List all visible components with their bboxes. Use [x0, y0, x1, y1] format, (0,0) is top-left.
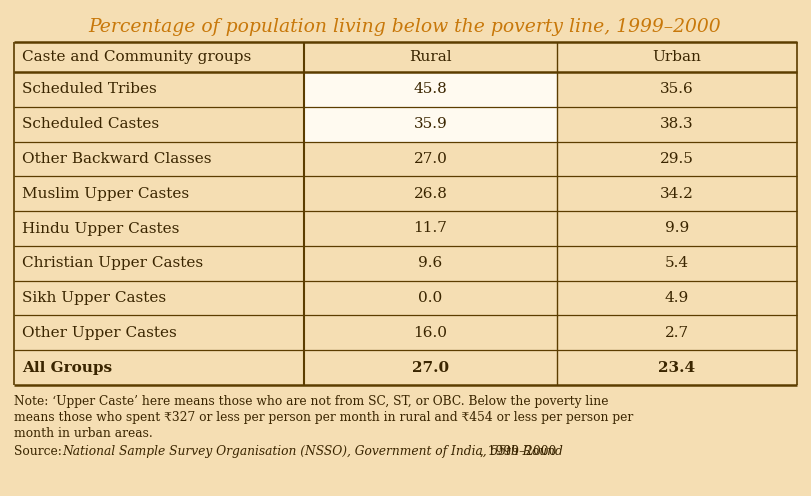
- Text: 5.4: 5.4: [665, 256, 689, 270]
- Text: All Groups: All Groups: [22, 361, 112, 374]
- Text: 2.7: 2.7: [665, 326, 689, 340]
- Text: Other Upper Castes: Other Upper Castes: [22, 326, 177, 340]
- Text: 35.6: 35.6: [660, 82, 694, 96]
- Text: 11.7: 11.7: [414, 222, 448, 236]
- Text: 26.8: 26.8: [414, 186, 448, 201]
- Text: Urban: Urban: [653, 50, 702, 64]
- Text: 27.0: 27.0: [412, 361, 449, 374]
- Text: 29.5: 29.5: [660, 152, 694, 166]
- Text: Sikh Upper Castes: Sikh Upper Castes: [22, 291, 166, 305]
- Text: Scheduled Tribes: Scheduled Tribes: [22, 82, 157, 96]
- Bar: [304, 72, 557, 107]
- Text: Other Backward Classes: Other Backward Classes: [22, 152, 212, 166]
- Text: Source:: Source:: [14, 445, 66, 458]
- Text: Scheduled Castes: Scheduled Castes: [22, 117, 159, 131]
- Text: Hindu Upper Castes: Hindu Upper Castes: [22, 222, 179, 236]
- Text: Christian Upper Castes: Christian Upper Castes: [22, 256, 203, 270]
- Text: means those who spent ₹327 or less per person per month in rural and ₹454 or les: means those who spent ₹327 or less per p…: [14, 411, 633, 424]
- Bar: [304, 107, 557, 141]
- Text: 23.4: 23.4: [659, 361, 696, 374]
- Text: Caste and Community groups: Caste and Community groups: [22, 50, 251, 64]
- Text: National Sample Survey Organisation (NSSO), Government of India, 55th Round: National Sample Survey Organisation (NSS…: [62, 445, 563, 458]
- Text: 38.3: 38.3: [660, 117, 694, 131]
- Text: 4.9: 4.9: [665, 291, 689, 305]
- Text: Note: ‘Upper Caste’ here means those who are not from SC, ST, or OBC. Below the : Note: ‘Upper Caste’ here means those who…: [14, 395, 608, 408]
- Text: 9.9: 9.9: [665, 222, 689, 236]
- Text: 9.6: 9.6: [418, 256, 443, 270]
- Text: Rural: Rural: [410, 50, 452, 64]
- Text: 45.8: 45.8: [414, 82, 448, 96]
- Text: Muslim Upper Castes: Muslim Upper Castes: [22, 186, 189, 201]
- Text: month in urban areas.: month in urban areas.: [14, 427, 152, 440]
- Text: 34.2: 34.2: [660, 186, 694, 201]
- Text: Percentage of population living below the poverty line, 1999–2000: Percentage of population living below th…: [88, 18, 721, 36]
- Text: 27.0: 27.0: [414, 152, 448, 166]
- Text: 16.0: 16.0: [414, 326, 448, 340]
- Text: 0.0: 0.0: [418, 291, 443, 305]
- Text: , 1999–2000: , 1999–2000: [480, 445, 556, 458]
- Text: 35.9: 35.9: [414, 117, 448, 131]
